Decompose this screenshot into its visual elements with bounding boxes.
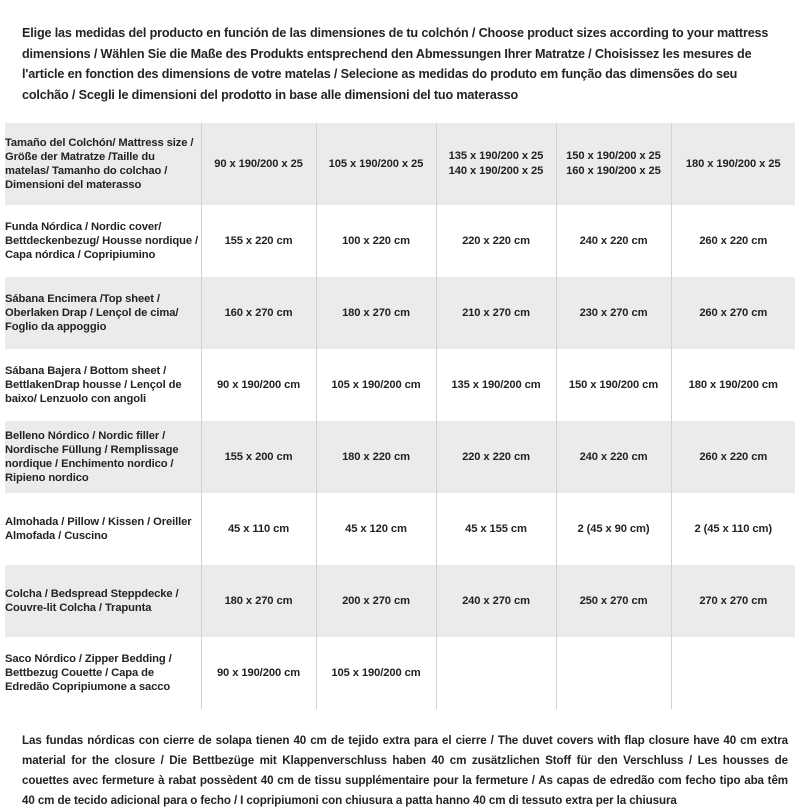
header-col-4: 150 x 190/200 x 25 160 x 190/200 x 25 [555, 123, 672, 205]
row-cell: 240 x 220 cm [555, 421, 672, 493]
row-cell: 155 x 220 cm [200, 205, 317, 277]
row-cell: 180 x 190/200 cm [670, 349, 795, 421]
row-cell: 210 x 270 cm [435, 277, 557, 349]
header-col-3: 135 x 190/200 x 25 140 x 190/200 x 25 [435, 123, 557, 205]
table-row: Funda Nórdica / Nordic cover/ Bettdecken… [5, 205, 795, 277]
row-cell: 105 x 190/200 cm [315, 637, 437, 709]
header-col-4-line2: 160 x 190/200 x 25 [566, 165, 661, 177]
row-cell: 90 x 190/200 cm [200, 349, 317, 421]
row-cell: 100 x 220 cm [315, 205, 437, 277]
row-cell: 220 x 220 cm [435, 205, 557, 277]
row-label: Belleno Nórdico / Nordic filler / Nordis… [5, 421, 202, 493]
size-table-container: Tamaño del Colchón/ Mattress size / Größ… [0, 105, 800, 709]
product-size-table: Tamaño del Colchón/ Mattress size / Größ… [5, 123, 795, 709]
row-cell: 250 x 270 cm [555, 565, 672, 637]
row-cell: 270 x 270 cm [670, 565, 795, 637]
table-row: Saco Nórdico / Zipper Bedding / Bettbezu… [5, 637, 795, 709]
footnote-paragraph: Las fundas nórdicas con cierre de solapa… [22, 734, 788, 807]
header-col-4-line1: 150 x 190/200 x 25 [566, 150, 661, 163]
header-col-2: 105 x 190/200 x 25 [315, 123, 437, 205]
table-head: Tamaño del Colchón/ Mattress size / Größ… [5, 123, 795, 205]
row-cell: 135 x 190/200 cm [435, 349, 557, 421]
row-cell: 105 x 190/200 cm [315, 349, 437, 421]
row-cell: 240 x 220 cm [555, 205, 672, 277]
table-row: Belleno Nórdico / Nordic filler / Nordis… [5, 421, 795, 493]
header-col-5: 180 x 190/200 x 25 [670, 123, 795, 205]
intro-paragraph: Elige las medidas del producto en funció… [22, 26, 769, 102]
row-cell: 2 (45 x 90 cm) [555, 493, 672, 565]
row-cell: 45 x 110 cm [200, 493, 317, 565]
table-row: Sábana Encimera /Top sheet / Oberlaken D… [5, 277, 795, 349]
table-header-row: Tamaño del Colchón/ Mattress size / Größ… [5, 123, 795, 205]
row-label: Sábana Encimera /Top sheet / Oberlaken D… [5, 277, 202, 349]
header-col-3-line1: 135 x 190/200 x 25 [448, 150, 544, 163]
header-col-5-line1: 180 x 190/200 x 25 [685, 157, 781, 170]
row-cell: 45 x 155 cm [435, 493, 557, 565]
header-col-1-line1: 90 x 190/200 x 25 [214, 157, 303, 170]
row-cell: 2 (45 x 110 cm) [670, 493, 795, 565]
row-label: Colcha / Bedspread Steppdecke / Couvre-l… [5, 565, 202, 637]
row-cell [670, 637, 795, 709]
row-label: Funda Nórdica / Nordic cover/ Bettdecken… [5, 205, 202, 277]
row-cell: 90 x 190/200 cm [200, 637, 317, 709]
table-row: Almohada / Pillow / Kissen / Oreiller Al… [5, 493, 795, 565]
row-cell: 260 x 270 cm [670, 277, 795, 349]
row-cell: 240 x 270 cm [435, 565, 557, 637]
row-cell: 150 x 190/200 cm [555, 349, 672, 421]
header-col-1: 90 x 190/200 x 25 [200, 123, 317, 205]
row-cell: 260 x 220 cm [670, 421, 795, 493]
row-label: Sábana Bajera / Bottom sheet / Bettlaken… [5, 349, 202, 421]
row-cell: 45 x 120 cm [315, 493, 437, 565]
row-cell: 160 x 270 cm [200, 277, 317, 349]
row-cell: 230 x 270 cm [555, 277, 672, 349]
row-cell: 260 x 220 cm [670, 205, 795, 277]
row-cell: 180 x 220 cm [315, 421, 437, 493]
table-body: Funda Nórdica / Nordic cover/ Bettdecken… [5, 205, 795, 709]
table-row: Sábana Bajera / Bottom sheet / Bettlaken… [5, 349, 795, 421]
header-col-3-line2: 140 x 190/200 x 25 [448, 165, 544, 177]
row-cell: 180 x 270 cm [315, 277, 437, 349]
header-col-2-line1: 105 x 190/200 x 25 [328, 157, 424, 170]
header-mattress-size-label: Tamaño del Colchón/ Mattress size / Größ… [5, 123, 202, 205]
row-label: Almohada / Pillow / Kissen / Oreiller Al… [5, 493, 202, 565]
row-cell: 155 x 200 cm [200, 421, 317, 493]
row-cell [435, 637, 557, 709]
row-cell [555, 637, 672, 709]
table-row: Colcha / Bedspread Steppdecke / Couvre-l… [5, 565, 795, 637]
row-cell: 200 x 270 cm [315, 565, 437, 637]
row-cell: 180 x 270 cm [200, 565, 317, 637]
row-label: Saco Nórdico / Zipper Bedding / Bettbezu… [5, 637, 202, 709]
row-cell: 220 x 220 cm [435, 421, 557, 493]
